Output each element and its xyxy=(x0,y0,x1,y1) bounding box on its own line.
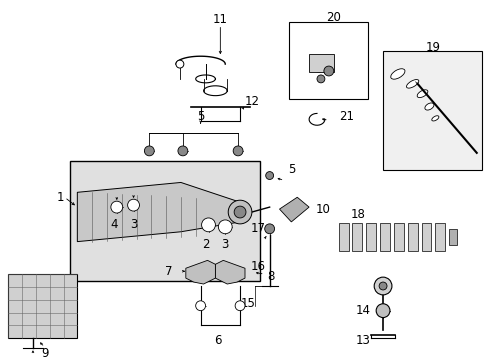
Ellipse shape xyxy=(406,80,418,88)
Circle shape xyxy=(316,75,324,83)
Text: 18: 18 xyxy=(350,208,365,221)
Text: 3: 3 xyxy=(130,219,137,231)
Bar xyxy=(366,223,375,251)
Bar xyxy=(393,223,403,251)
Circle shape xyxy=(228,200,251,224)
Circle shape xyxy=(323,66,333,76)
Circle shape xyxy=(195,301,205,311)
Bar xyxy=(382,51,481,170)
Bar xyxy=(434,223,444,251)
Text: 11: 11 xyxy=(212,13,227,26)
Circle shape xyxy=(378,282,386,290)
Bar xyxy=(407,223,417,251)
Bar xyxy=(352,223,362,251)
Circle shape xyxy=(235,301,244,311)
Text: 4: 4 xyxy=(110,219,117,231)
Text: 5: 5 xyxy=(287,163,294,176)
Circle shape xyxy=(233,146,243,156)
Text: 13: 13 xyxy=(355,334,369,347)
Polygon shape xyxy=(185,260,215,284)
Text: 1: 1 xyxy=(57,191,64,204)
Circle shape xyxy=(178,146,187,156)
Text: 9: 9 xyxy=(41,347,48,360)
Text: 12: 12 xyxy=(244,95,259,108)
Circle shape xyxy=(218,220,232,234)
Circle shape xyxy=(373,277,391,295)
Ellipse shape xyxy=(424,103,433,110)
Circle shape xyxy=(234,206,245,218)
Text: 8: 8 xyxy=(267,270,274,283)
Text: 6: 6 xyxy=(214,334,222,347)
Text: 7: 7 xyxy=(165,265,173,278)
Circle shape xyxy=(265,172,273,180)
Text: 10: 10 xyxy=(315,203,330,216)
Polygon shape xyxy=(279,197,308,222)
Circle shape xyxy=(111,201,122,213)
Polygon shape xyxy=(215,260,244,284)
Text: 15: 15 xyxy=(240,297,255,310)
Text: 5: 5 xyxy=(197,110,204,123)
Bar xyxy=(70,161,259,281)
Ellipse shape xyxy=(390,69,404,79)
Circle shape xyxy=(264,224,274,234)
Circle shape xyxy=(144,146,154,156)
Text: 3: 3 xyxy=(221,238,228,251)
Circle shape xyxy=(201,218,215,232)
Bar xyxy=(379,223,389,251)
Circle shape xyxy=(176,60,183,68)
Text: 20: 20 xyxy=(325,11,341,24)
Circle shape xyxy=(127,199,139,211)
Bar xyxy=(448,229,456,244)
Text: 19: 19 xyxy=(425,41,440,54)
Bar xyxy=(308,54,333,72)
Text: 14: 14 xyxy=(354,304,369,317)
Bar xyxy=(289,22,367,99)
Ellipse shape xyxy=(416,90,427,98)
Circle shape xyxy=(310,56,326,72)
Text: 21: 21 xyxy=(338,110,353,123)
Ellipse shape xyxy=(431,116,438,121)
Bar xyxy=(8,274,77,338)
Circle shape xyxy=(375,304,389,318)
Text: 2: 2 xyxy=(202,238,209,251)
Polygon shape xyxy=(77,183,240,242)
Text: 17: 17 xyxy=(250,222,265,235)
Bar xyxy=(421,223,430,251)
Bar xyxy=(338,223,348,251)
Text: 16: 16 xyxy=(250,260,265,273)
